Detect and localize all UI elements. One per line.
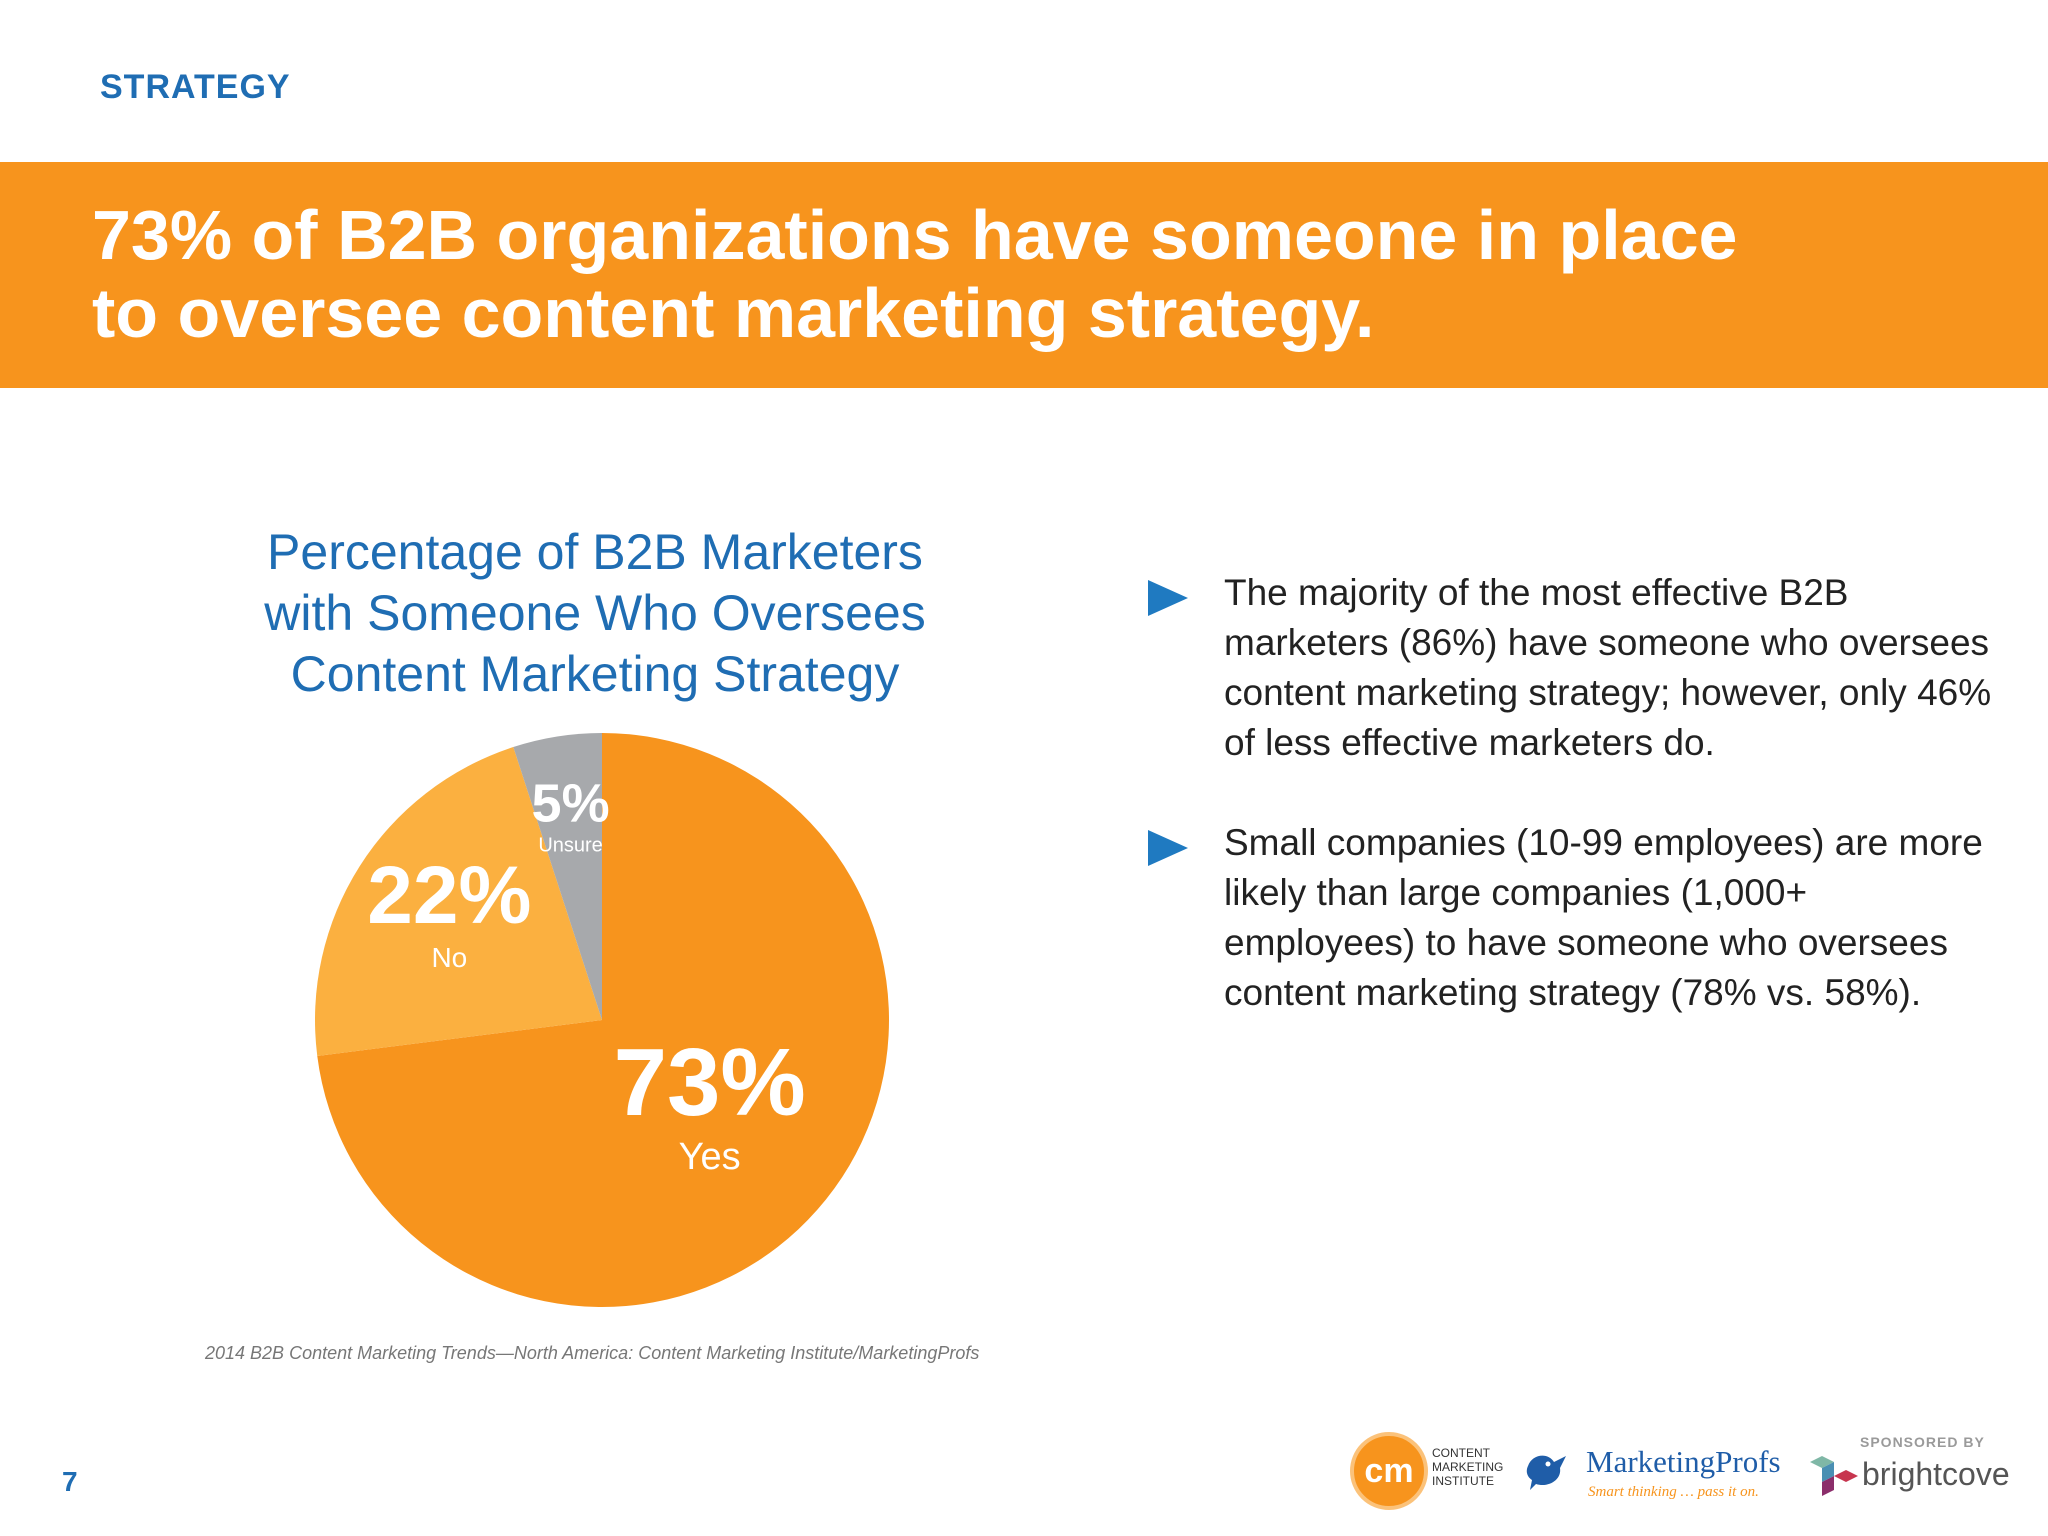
bullet-item: The majority of the most effective B2B m… [1148, 568, 2008, 768]
page-number: 7 [62, 1466, 78, 1497]
headline-band [0, 162, 2048, 388]
chart-title-line-1: Percentage of B2B Marketers [267, 524, 923, 580]
brightcove-name: brightcove [1862, 1456, 2010, 1492]
brightcove-mark-icon [1810, 1456, 1858, 1496]
triangle-bullet-icon [1148, 830, 1188, 866]
headline-line-1: 73% of B2B organizations have someone in… [92, 196, 1738, 274]
brightcove-logo: brightcove [1806, 1446, 2036, 1506]
bullet-text: The majority of the most effective B2B m… [1224, 572, 1992, 763]
marketingprofs-name: MarketingProfs [1586, 1444, 1781, 1479]
cmi-line: MARKETING [1432, 1460, 1504, 1474]
slice-category-label: Unsure [538, 835, 602, 857]
chart-title-line-2: with Someone Who Oversees [264, 585, 926, 641]
pie-slice-yes [317, 733, 889, 1307]
headline-line-2: to oversee content marketing strategy. [92, 274, 1375, 352]
cmi-line: CONTENT [1432, 1446, 1490, 1460]
slice-percent-label: 5% [532, 774, 610, 834]
bullet-list: The majority of the most effective B2B m… [1148, 568, 2008, 1068]
triangle-bullet-icon [1148, 580, 1188, 616]
cmi-wordmark: CONTENT MARKETING INSTITUTE [1432, 1446, 1503, 1488]
cmi-line: INSTITUTE [1432, 1474, 1494, 1488]
cm-logo-icon: cm [1350, 1432, 1428, 1510]
sponsored-by-label: SPONSORED BY [1860, 1434, 1985, 1450]
pie-chart: 73%Yes 22%No 5%Unsure [315, 733, 889, 1307]
chart-title-line-3: Content Marketing Strategy [290, 646, 900, 702]
cmi-logo: cm CONTENT MARKETING INSTITUTE [1350, 1432, 1503, 1512]
source-citation: 2014 B2B Content Marketing Trends—North … [205, 1343, 980, 1363]
slice-category-label: Yes [679, 1136, 741, 1178]
marketingprofs-logo: MarketingProfs Smart thinking … pass it … [1522, 1440, 1792, 1510]
section-label: STRATEGY [100, 68, 291, 106]
bullet-item: Small companies (10-99 employees) are mo… [1148, 818, 2008, 1018]
slice-percent-label: 22% [367, 850, 531, 941]
bullet-text: Small companies (10-99 employees) are mo… [1224, 822, 1983, 1013]
slice-percent-label: 73% [614, 1029, 806, 1136]
pie-slice-unsure [513, 733, 602, 1020]
marketingprofs-tagline: Smart thinking … pass it on. [1588, 1484, 1759, 1500]
page-title: 73% of B2B organizations have someone in… [92, 196, 1942, 352]
chart-title: Percentage of B2B Marketers with Someone… [190, 522, 1000, 705]
bird-icon [1526, 1455, 1566, 1490]
pie-slice-no [315, 747, 602, 1056]
slice-category-label: No [431, 942, 467, 973]
